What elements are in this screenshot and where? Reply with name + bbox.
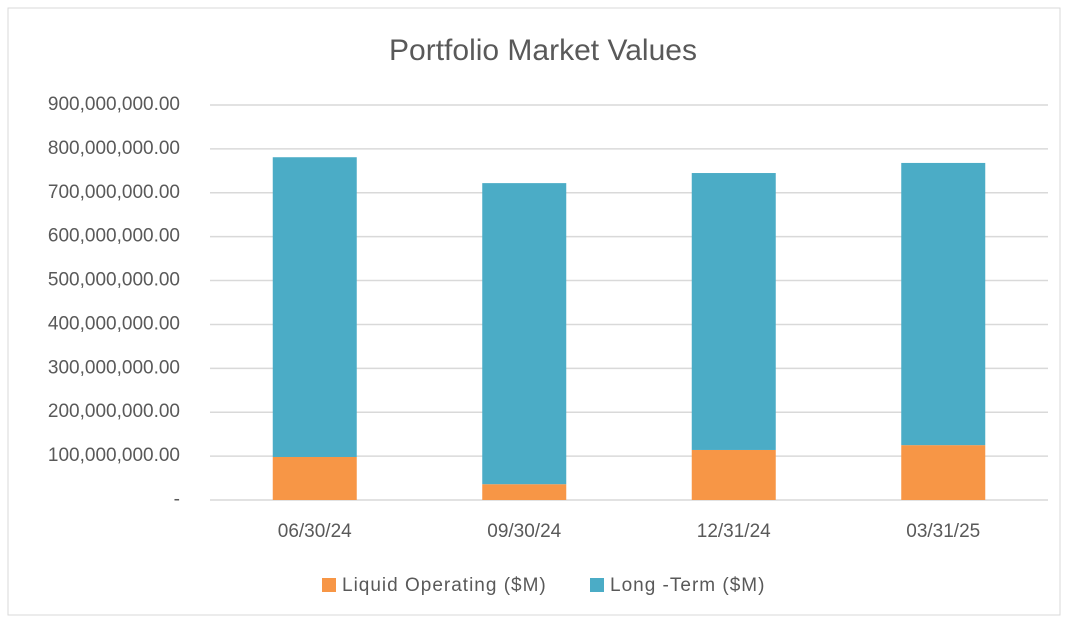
x-tick-label: 12/31/24 xyxy=(697,521,771,542)
x-tick-label: 03/31/25 xyxy=(906,521,980,542)
bar-segment xyxy=(272,157,357,457)
legend-swatch xyxy=(322,578,336,592)
y-tick-label: 900,000,000.00 xyxy=(48,94,180,115)
bar-segment xyxy=(901,445,986,500)
y-tick-label: 300,000,000.00 xyxy=(48,357,180,378)
legend-label: Long -Term ($M) xyxy=(610,575,765,596)
y-tick-label: 100,000,000.00 xyxy=(48,445,180,466)
bar-segment xyxy=(482,183,567,485)
legend-label: Liquid Operating ($M) xyxy=(342,575,547,596)
bar-segment xyxy=(272,456,357,500)
y-tick-label: 800,000,000.00 xyxy=(48,138,180,159)
x-tick-label: 06/30/24 xyxy=(278,521,352,542)
x-tick-label: 09/30/24 xyxy=(487,521,561,542)
chart-title: Portfolio Market Values xyxy=(389,34,697,67)
y-tick-label: 700,000,000.00 xyxy=(48,182,180,203)
y-tick-label: - xyxy=(174,489,180,510)
y-tick-label: 200,000,000.00 xyxy=(48,401,180,422)
bar-segment xyxy=(691,173,776,450)
bar-segment xyxy=(482,484,567,500)
y-tick-label: 500,000,000.00 xyxy=(48,270,180,291)
bar-segment xyxy=(691,449,776,500)
legend-swatch xyxy=(590,578,604,592)
y-tick-label: 400,000,000.00 xyxy=(48,313,180,334)
y-tick-label: 600,000,000.00 xyxy=(48,226,180,247)
bar-segment xyxy=(901,162,986,446)
